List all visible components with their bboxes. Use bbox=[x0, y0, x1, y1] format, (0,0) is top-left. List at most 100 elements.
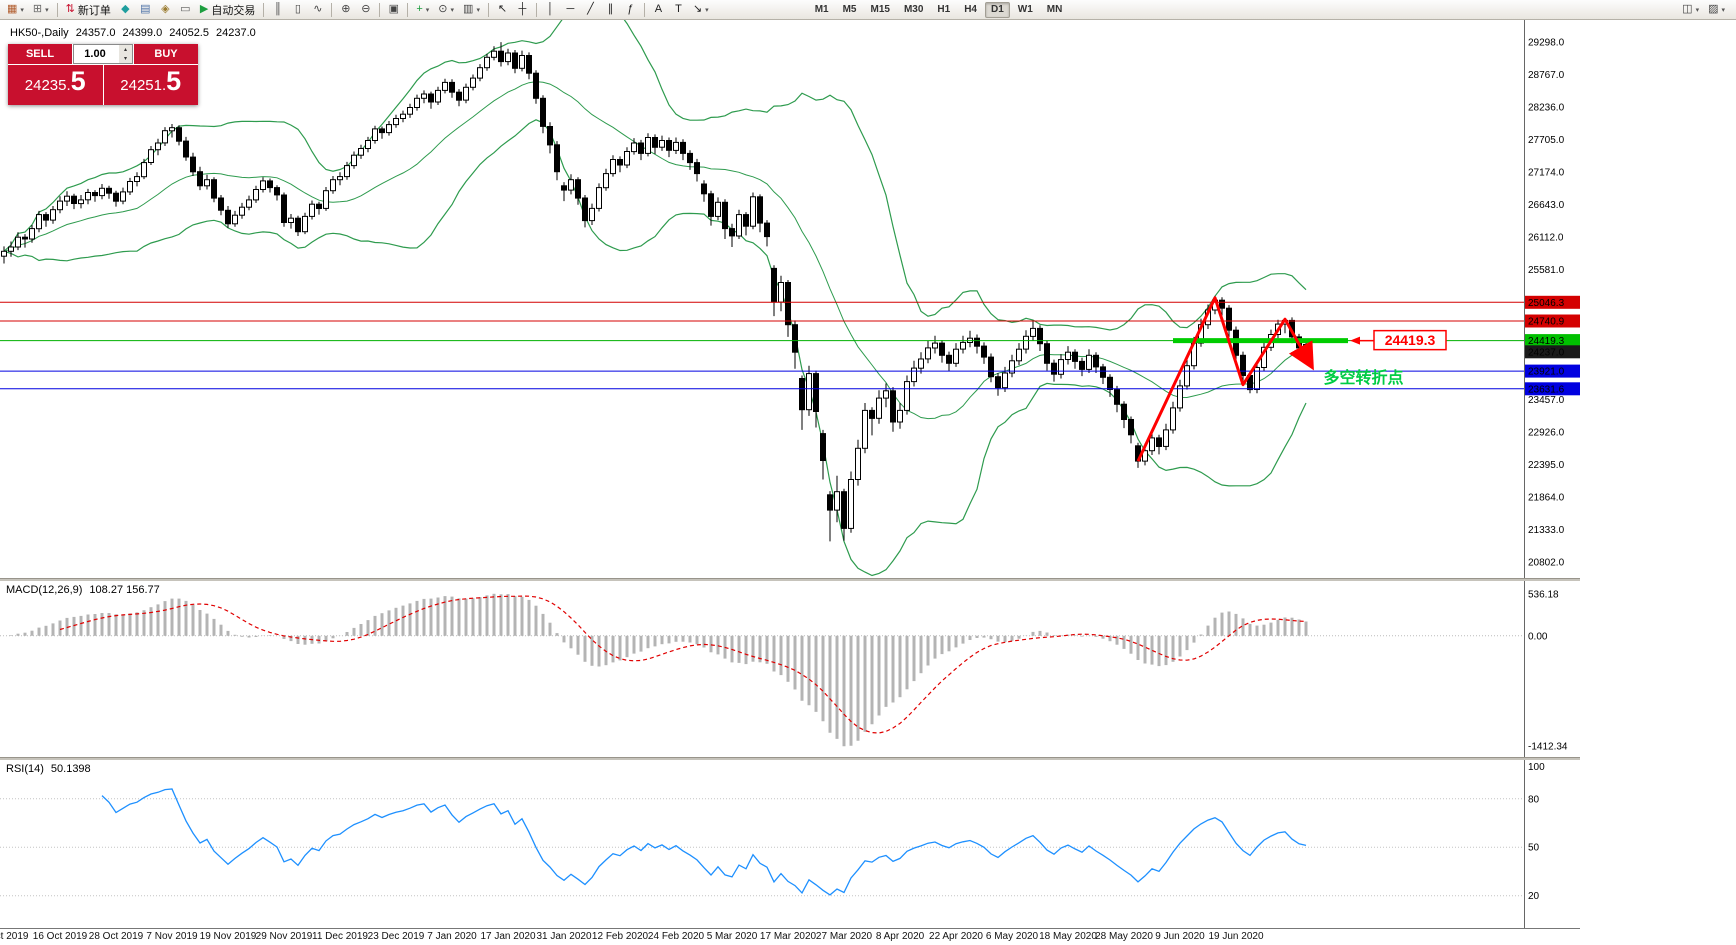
arrange-windows-icon[interactable]: ◫ ▾ bbox=[1678, 1, 1703, 18]
toolbar-more-icon[interactable]: ▨ ▾ bbox=[1704, 1, 1729, 18]
sell-button[interactable]: SELL bbox=[8, 44, 72, 64]
price-scale-label: 25581.0 bbox=[1528, 265, 1565, 276]
date-label: 29 Nov 2019 bbox=[255, 931, 313, 942]
lot-size-input[interactable] bbox=[74, 48, 116, 60]
dropdown-arrow-icon: ▾ bbox=[1695, 6, 1700, 14]
price-scale-label: 21864.0 bbox=[1528, 492, 1565, 503]
auto-trading-button[interactable]: ▶ 自动交易 bbox=[196, 1, 259, 18]
panel-splitter[interactable] bbox=[0, 757, 1580, 760]
lot-increase-button[interactable]: ▴ bbox=[119, 45, 132, 54]
bollinger-middle-band bbox=[3, 81, 1307, 420]
timeframe-m30[interactable]: M30 bbox=[898, 2, 929, 18]
equidistant-channel-icon[interactable]: ∥ bbox=[601, 1, 620, 18]
macd-scale-label: 0.00 bbox=[1528, 631, 1548, 642]
date-label: 17 Mar 2020 bbox=[759, 931, 817, 942]
buy-button[interactable]: BUY bbox=[134, 44, 198, 64]
zoom-in-icon[interactable]: ⊕ bbox=[336, 1, 355, 18]
buy-price-button[interactable]: 24251. 5 bbox=[103, 65, 198, 105]
panel-splitter[interactable] bbox=[0, 578, 1580, 581]
rsi-scale-label: 80 bbox=[1528, 794, 1540, 805]
line-chart-icon[interactable]: ∿ bbox=[308, 1, 327, 18]
cursor-icon[interactable]: ↖ bbox=[493, 1, 512, 18]
timeframe-h4[interactable]: H4 bbox=[958, 2, 983, 18]
text-label-icon[interactable]: T bbox=[669, 1, 688, 18]
price-callout[interactable]: 24419.3 bbox=[1350, 329, 1447, 351]
symbol-period-label: HK50-,Daily bbox=[10, 27, 69, 39]
crosshair-icon[interactable]: ┼ bbox=[513, 1, 532, 18]
horizontal-line-icon[interactable]: ─ bbox=[561, 1, 580, 18]
new-order-button[interactable]: ⇅ 新订单 bbox=[62, 1, 115, 18]
rsi-canvas[interactable]: 100 80 50 20 bbox=[0, 760, 1580, 928]
rsi-scale-label: 50 bbox=[1528, 843, 1540, 854]
indicators-add-icon[interactable]: + ▾ bbox=[412, 1, 433, 18]
price-scale-label: 20802.0 bbox=[1528, 557, 1565, 568]
terminal-icon[interactable]: ▭ bbox=[176, 1, 195, 18]
trend-zigzag-annotation[interactable] bbox=[1136, 296, 1314, 462]
market-watch-icon[interactable]: ▤ bbox=[136, 1, 155, 18]
macd-scale-label: 536.18 bbox=[1528, 589, 1559, 600]
date-label: 19 Nov 2019 bbox=[199, 931, 257, 942]
lot-decrease-button[interactable]: ▾ bbox=[119, 54, 132, 63]
price-scale-label: 23457.0 bbox=[1528, 395, 1565, 406]
date-label: 28 Oct 2019 bbox=[88, 931, 144, 942]
arrow-tools-icon[interactable]: ↘ ▾ bbox=[689, 1, 713, 18]
buy-price-pip: 5 bbox=[166, 66, 182, 96]
open-value: 24357.0 bbox=[75, 27, 116, 39]
dropdown-arrow-icon: ▾ bbox=[476, 6, 480, 14]
macd-canvas[interactable]: 536.18 0.00 -1412.34 bbox=[0, 581, 1580, 757]
bar-chart-icon[interactable]: ║ bbox=[268, 1, 287, 18]
date-label: 12 Feb 2020 bbox=[591, 931, 649, 942]
plot-area[interactable] bbox=[0, 20, 1524, 577]
price-scale-label: 28767.0 bbox=[1528, 70, 1565, 81]
sell-price-main: 24235. bbox=[24, 77, 71, 94]
timeframe-d1[interactable]: D1 bbox=[985, 1, 1010, 18]
sell-price-button[interactable]: 24235. 5 bbox=[8, 65, 103, 105]
timeframe-m15[interactable]: M15 bbox=[865, 2, 896, 18]
macd-signal-line bbox=[59, 595, 1307, 734]
zoom-out-icon[interactable]: ⊖ bbox=[356, 1, 375, 18]
price-line-label-24419.3: 24419.3 bbox=[1525, 334, 1580, 347]
timeframe-w1[interactable]: W1 bbox=[1012, 2, 1039, 18]
expert-advisors-icon[interactable]: ◆ bbox=[116, 1, 135, 18]
svg-text:23921.0: 23921.0 bbox=[1528, 367, 1565, 378]
date-label: 5 Mar 2020 bbox=[706, 931, 758, 942]
text-icon[interactable]: A bbox=[649, 1, 668, 18]
turning-point-annotation[interactable]: 多空转折点 bbox=[1324, 368, 1404, 387]
tile-windows-icon[interactable]: ▣ bbox=[384, 1, 403, 18]
price-line-label-24740.9: 24740.9 bbox=[1525, 314, 1580, 328]
navigator-icon[interactable]: ◈ bbox=[156, 1, 175, 18]
date-label: 22 Apr 2020 bbox=[929, 931, 983, 942]
macd-histogram bbox=[9, 593, 1308, 747]
candlestick-chart-icon[interactable]: ▯ bbox=[288, 1, 307, 18]
main-chart-canvas[interactable]: 24419.3 多空转折点 29298.0 28767.0 28236.0 27705.0… bbox=[0, 20, 1580, 578]
svg-text:25046.3: 25046.3 bbox=[1528, 298, 1565, 309]
lot-size-stepper: ▴ ▾ bbox=[73, 44, 133, 64]
date-label: 7 Jan 2020 bbox=[427, 931, 477, 942]
toolbar-separator bbox=[56, 2, 58, 17]
fibonacci-icon[interactable]: ƒ bbox=[621, 1, 640, 18]
buy-price-main: 24251. bbox=[120, 77, 167, 94]
date-label: 24 Feb 2020 bbox=[647, 931, 705, 942]
chart-ohlc-readout: HK50-,Daily 24357.0 24399.0 24052.5 2423… bbox=[10, 27, 256, 39]
toolbar-left-group: ▦ ▾ ⊞ ▾ ⇅ 新订单 ◆ ▤ ◈ ▭ ▶ 自动交易 ║ ▯ ∿ ⊕ ⊖ ▣ + ▾ ⊙ ▾ ▥ ▾ ↖ ┼ │ ─ ╱ ∥ ƒ A T ↘ ▾ bbox=[3, 1, 713, 18]
dropdown-arrow-icon: ▾ bbox=[20, 6, 24, 14]
rsi-name: RSI(14) bbox=[6, 763, 44, 775]
toolbar-separator bbox=[407, 2, 409, 17]
templates-icon[interactable]: ▥ ▾ bbox=[459, 1, 484, 18]
timeframe-m1[interactable]: M1 bbox=[809, 2, 835, 18]
rsi-scale-label: 20 bbox=[1528, 891, 1540, 902]
trendline-icon[interactable]: ╱ bbox=[581, 1, 600, 18]
rsi-line bbox=[101, 788, 1307, 896]
svg-text:24419.3: 24419.3 bbox=[1528, 336, 1565, 347]
profiles-icon[interactable]: ⊞ ▾ bbox=[29, 1, 53, 18]
date-label: 23 Dec 2019 bbox=[367, 931, 425, 942]
timeframe-h1[interactable]: H1 bbox=[931, 2, 956, 18]
date-label: 31 Jan 2020 bbox=[536, 931, 592, 942]
periods-icon[interactable]: ⊙ ▾ bbox=[434, 1, 458, 18]
timeframe-m5[interactable]: M5 bbox=[837, 2, 863, 18]
vertical-line-icon[interactable]: │ bbox=[541, 1, 560, 18]
new-chart-icon[interactable]: ▦ ▾ bbox=[3, 1, 28, 18]
timeframe-mn[interactable]: MN bbox=[1041, 2, 1069, 18]
dropdown-arrow-icon: ▾ bbox=[1721, 6, 1725, 14]
